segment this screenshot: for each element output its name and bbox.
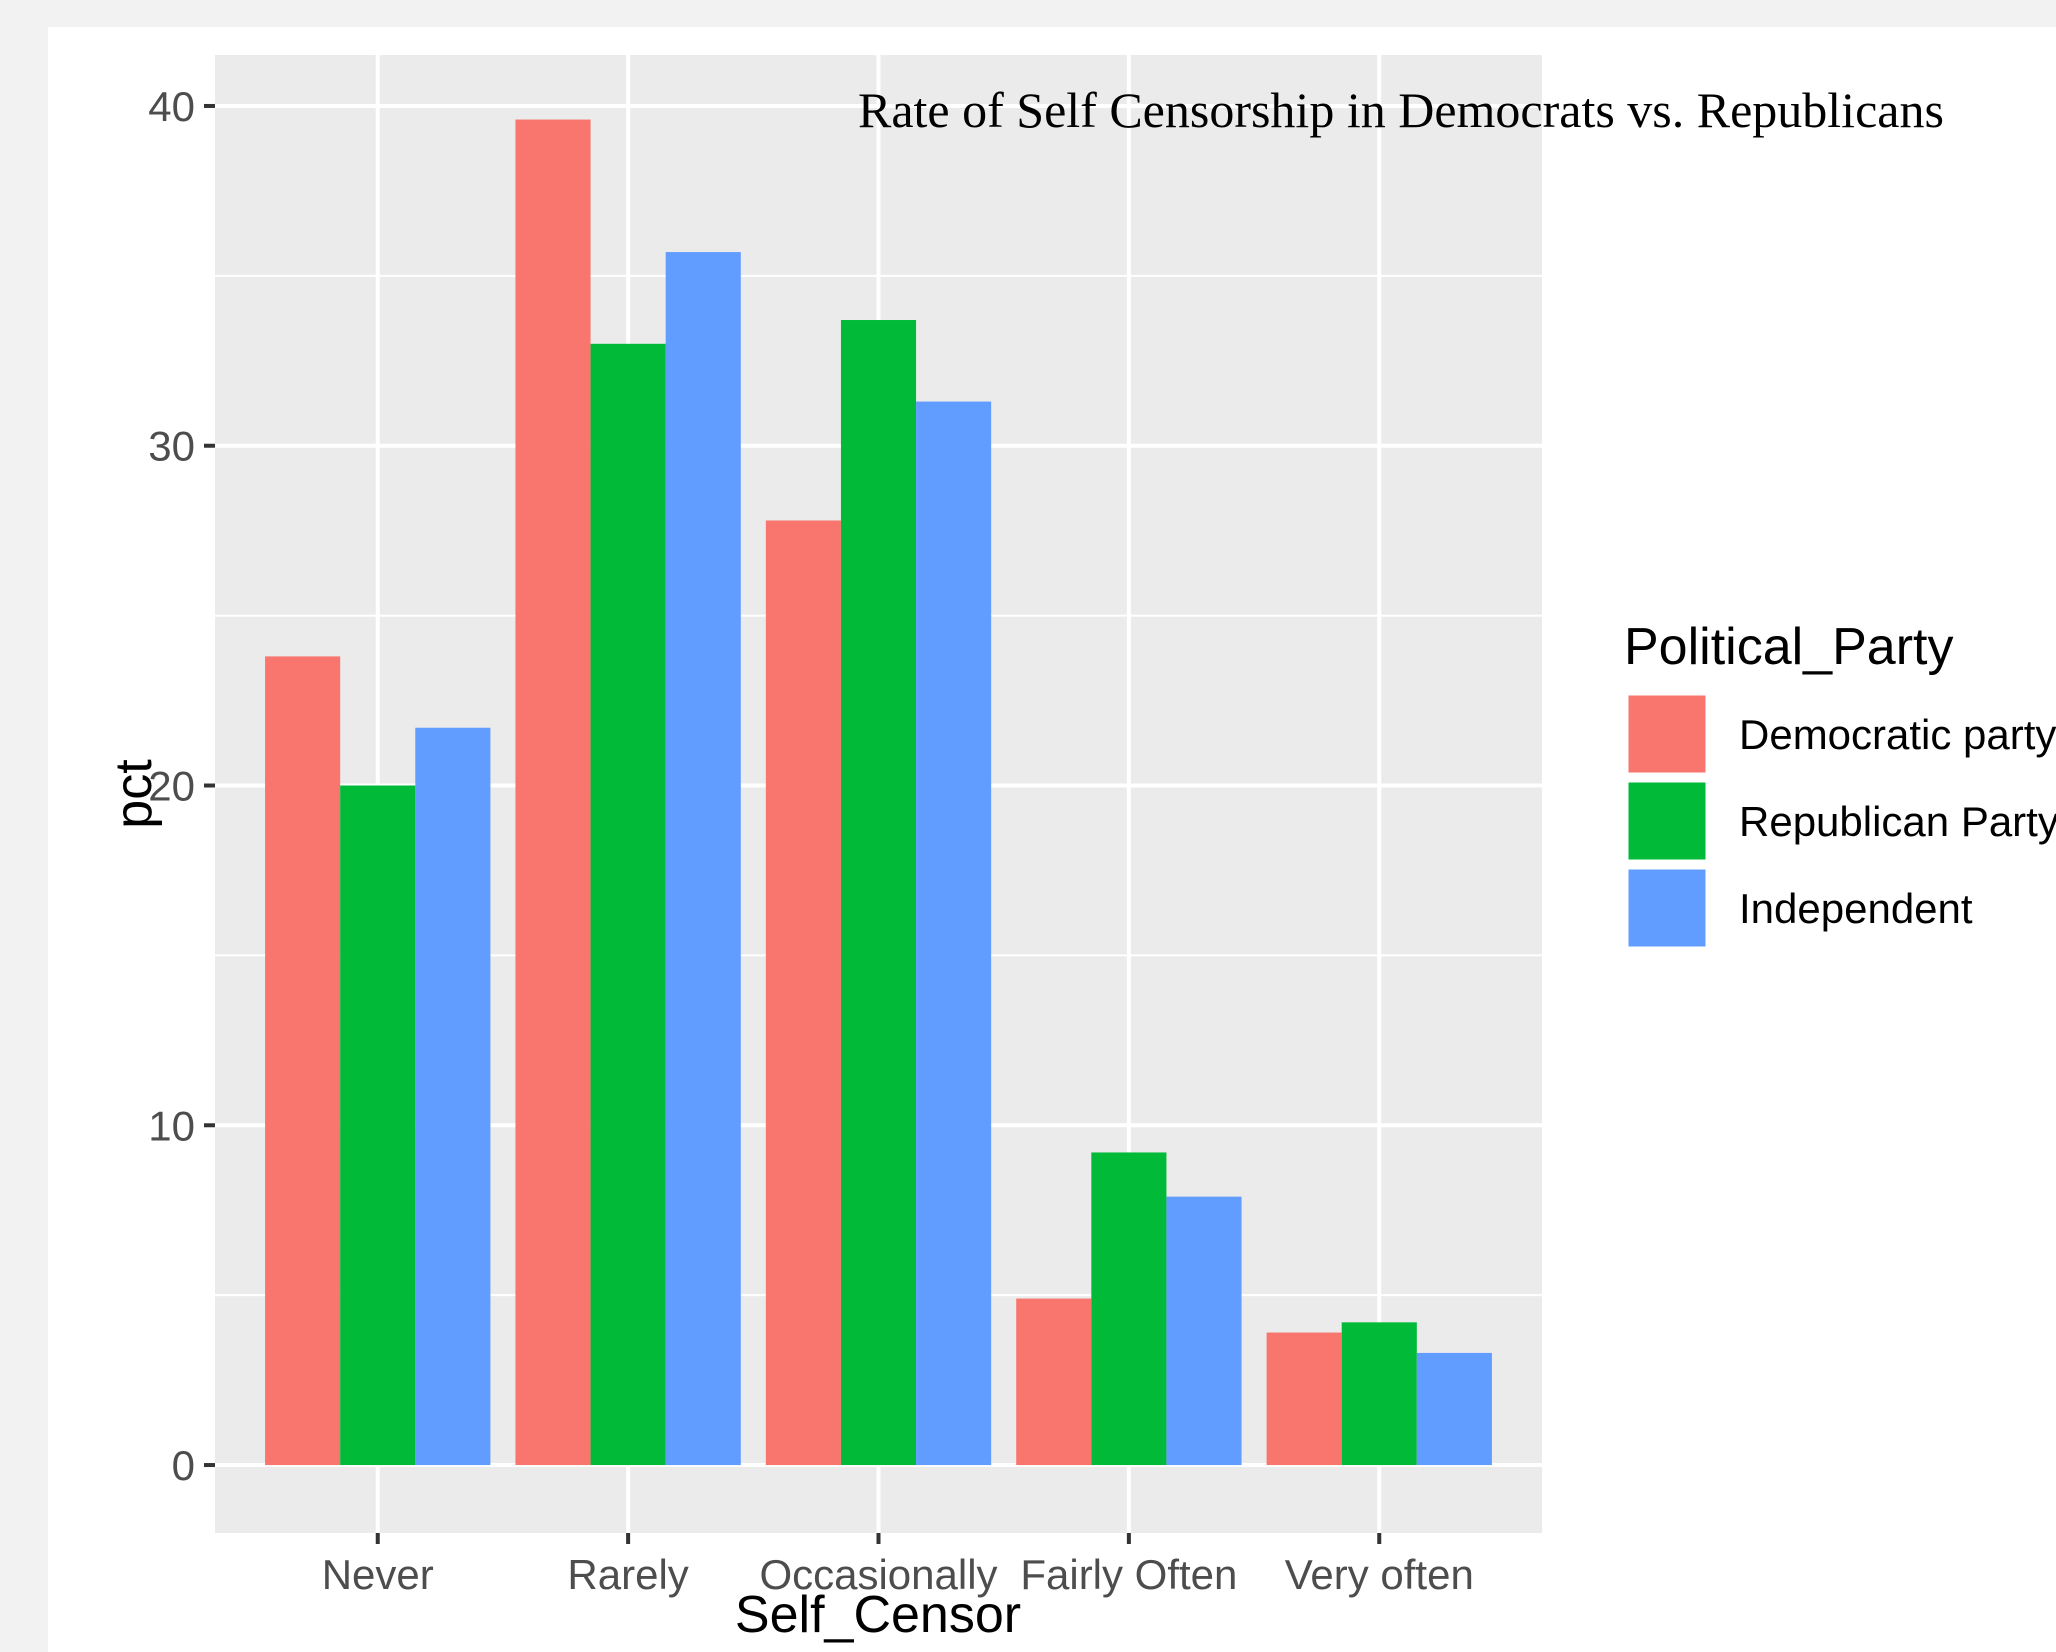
y-tick-label: 30 [148,423,195,470]
x-axis: Never Rarely Occasionally Fairly Often Very … [322,1533,1474,1598]
x-tick-label: Rarely [567,1551,688,1598]
x-tick-label: Never [322,1551,434,1598]
chart-figure: 0 10 20 30 40 Never Rarely Occasionally Fairly … [48,27,2056,1652]
bar [265,656,341,1466]
bar [1091,1152,1167,1466]
legend-label: Democratic party [1739,711,2056,758]
legend: Political_Party Democratic party Republic… [1624,618,2056,950]
bar [1166,1196,1242,1466]
bar [1016,1298,1092,1466]
legend-key [1625,866,1709,950]
x-tick-label: Very often [1285,1551,1474,1598]
y-tick-label: 0 [172,1442,195,1489]
bar [916,401,992,1466]
bars [265,119,1492,1466]
bar [340,785,416,1466]
y-axis-title: pct [105,759,163,829]
y-axis: 0 10 20 30 40 [148,83,215,1489]
bar [840,320,917,1466]
y-tick-label: 20 [148,763,195,810]
bar [1266,1332,1342,1466]
bar [415,727,491,1466]
y-tick-label: 10 [148,1102,195,1149]
bar [590,343,666,1466]
chart-title: Rate of Self Censorship in Democrats vs.… [858,82,1944,138]
legend-key [1625,779,1709,863]
bar [665,252,741,1466]
bar [1341,1322,1417,1466]
legend-key [1625,692,1709,776]
bar [765,520,841,1466]
x-tick-label: Occasionally [759,1551,997,1598]
legend-label: Republican Party [1739,798,2056,845]
x-tick-label: Fairly Often [1020,1551,1237,1598]
bar-chart: 0 10 20 30 40 Never Rarely Occasionally Fairly … [105,55,2056,1644]
legend-title: Political_Party [1624,618,1953,676]
x-axis-title: Self_Censor [735,1586,1021,1644]
bar [515,119,591,1466]
legend-label: Independent [1739,885,1973,932]
bar [1416,1352,1492,1466]
y-tick-label: 40 [148,83,195,130]
